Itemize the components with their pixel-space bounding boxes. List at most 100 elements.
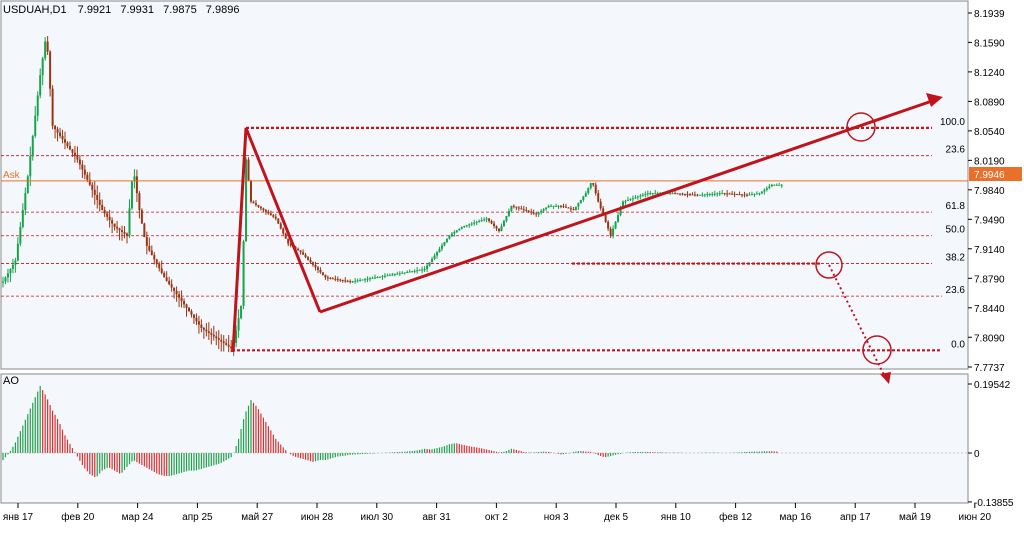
candle-body: [535, 213, 538, 215]
candle-body: [612, 228, 615, 236]
candle-body: [490, 221, 493, 224]
candle-body: [101, 204, 104, 211]
candle-body: [287, 238, 290, 244]
candle-body: [195, 317, 198, 322]
candle-body: [691, 194, 694, 196]
projection-dotted-line[interactable]: [828, 264, 885, 376]
candle-body: [225, 343, 228, 345]
candle-body: [378, 276, 381, 278]
candle-body: [701, 194, 704, 196]
candle-body: [629, 199, 632, 201]
candle-body: [495, 226, 498, 229]
candle-body: [654, 193, 657, 195]
candle-body: [168, 280, 171, 285]
time-tick-label: июл 30: [360, 512, 393, 523]
fib-upper-level-label: 100.0: [940, 117, 965, 128]
candle-body: [746, 194, 748, 196]
candle-body: [9, 269, 12, 274]
price-tick-label: 8.1590: [974, 38, 1005, 49]
candle-body: [264, 210, 267, 212]
time-tick-label: янв 17: [3, 512, 34, 523]
candle-body: [272, 215, 275, 217]
ao-plot-area[interactable]: [0, 373, 969, 504]
candle-body: [197, 321, 200, 325]
candle-body: [83, 169, 86, 175]
candle-body: [517, 207, 520, 209]
candle-body: [728, 193, 731, 195]
candle-body: [66, 142, 69, 147]
candle-body: [163, 272, 166, 278]
zigzag-trend-line[interactable]: [231, 127, 322, 353]
time-tick-label: фев 20: [61, 511, 94, 523]
trend-channel-line[interactable]: [319, 99, 933, 314]
time-tick-label: ноя 3: [544, 512, 569, 523]
candle-body: [39, 75, 42, 96]
candle-body: [656, 193, 659, 195]
candle-body: [502, 221, 505, 227]
candle-body: [279, 223, 282, 229]
candle-body: [393, 274, 396, 276]
candle-body: [359, 279, 362, 281]
candle-body: [321, 272, 324, 275]
candle-body: [78, 159, 81, 165]
candle-body: [755, 193, 758, 195]
candle-body: [143, 223, 146, 238]
candle-body: [624, 200, 627, 202]
price-tick-label: 7.8090: [974, 333, 1005, 344]
candle-body: [59, 132, 62, 136]
annotations-group[interactable]: [1, 93, 968, 384]
candle-body: [51, 88, 54, 126]
target-circle-top[interactable]: [846, 112, 876, 142]
candle-body: [631, 198, 634, 200]
candle-body: [674, 193, 677, 195]
candle-body: [16, 243, 19, 261]
candle-body: [555, 205, 558, 207]
candle-body: [552, 205, 555, 207]
candle-body: [617, 215, 620, 222]
price-plot-area[interactable]: [0, 0, 969, 370]
candle-body: [703, 194, 706, 196]
candle-body: [453, 231, 456, 234]
candle-body: [773, 184, 776, 186]
ask-price-tag-bg: [969, 167, 1022, 181]
candle-body: [458, 228, 461, 231]
candle-body: [24, 193, 27, 211]
candle-body: [277, 218, 280, 224]
candle-body: [545, 207, 548, 210]
candle-body: [478, 221, 481, 223]
candle-body: [86, 174, 89, 180]
candle-body: [165, 277, 168, 281]
candle-body: [463, 226, 466, 228]
candle-body: [438, 248, 441, 253]
candle-body: [698, 194, 701, 196]
target-circle-low[interactable]: [862, 335, 892, 365]
candle-body: [686, 194, 689, 196]
candle-body: [307, 257, 310, 260]
candle-body: [436, 252, 438, 256]
time-tick-label: дек 5: [604, 512, 629, 523]
candle-body: [485, 218, 488, 220]
price-tick-label: 8.1939: [974, 9, 1005, 20]
price-tick-label: 7.9140: [974, 245, 1005, 256]
candle-body: [582, 196, 585, 200]
candle-body: [371, 277, 374, 279]
ohlc-high: 7.9931: [120, 4, 154, 16]
candle-body: [336, 279, 339, 281]
target-circle-mid[interactable]: [815, 251, 843, 279]
candle-body: [418, 269, 421, 271]
fib-lower-level-label: 0.0: [951, 339, 965, 350]
candle-body: [242, 241, 245, 306]
candle-body: [312, 262, 314, 265]
candle-body: [641, 194, 644, 196]
ao-histogram: [1, 385, 968, 478]
candle-body: [326, 277, 329, 279]
candle-body: [708, 194, 711, 196]
candle-body: [401, 272, 404, 274]
candle-body: [309, 259, 312, 263]
candle-body: [212, 334, 215, 337]
candle-body: [34, 115, 37, 136]
candle-body: [530, 211, 533, 213]
candle-body: [711, 193, 714, 195]
candle-body: [274, 216, 277, 219]
